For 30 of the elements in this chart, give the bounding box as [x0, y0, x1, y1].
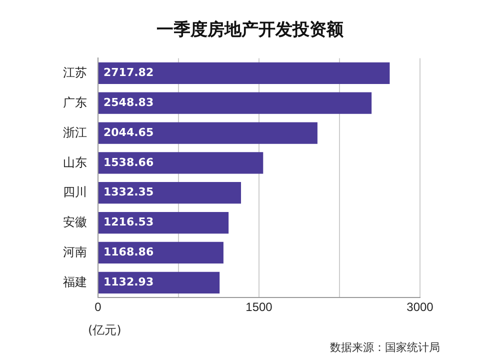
bar — [98, 212, 229, 234]
data-label: 2044.65 — [104, 126, 154, 139]
data-label: 1132.93 — [104, 275, 154, 288]
x-tick-label: 1500 — [246, 300, 273, 314]
chart-title: 一季度房地产开发投资额 — [156, 19, 344, 41]
data-label: 2548.83 — [104, 96, 154, 109]
bar — [98, 122, 318, 144]
data-label: 1332.35 — [104, 186, 154, 199]
x-axis-title: (亿元) — [88, 322, 122, 339]
data-label: 1538.66 — [104, 156, 154, 169]
y-tick-label: 河南 — [63, 245, 87, 260]
bar — [98, 242, 224, 264]
bar — [98, 182, 242, 204]
y-tick-label: 福建 — [63, 274, 87, 289]
y-tick-label: 广东 — [63, 95, 87, 110]
bar — [98, 92, 372, 114]
y-tick-label: 山东 — [63, 155, 87, 170]
data-label: 1168.86 — [104, 246, 154, 259]
y-tick-label: 浙江 — [63, 125, 87, 140]
bar — [98, 272, 220, 294]
data-label: 2717.82 — [104, 66, 154, 80]
y-tick-label: 安徽 — [63, 215, 87, 230]
bar — [98, 152, 264, 174]
data-label: 1216.53 — [104, 216, 154, 229]
x-tick-label: 0 — [94, 300, 102, 314]
source-note: 数据来源：国家统计局 — [330, 340, 440, 355]
x-tick-label: 3000 — [406, 300, 434, 314]
y-tick-label: 江苏 — [63, 65, 87, 80]
y-tick-label: 四川 — [63, 185, 87, 200]
bar — [98, 62, 390, 84]
